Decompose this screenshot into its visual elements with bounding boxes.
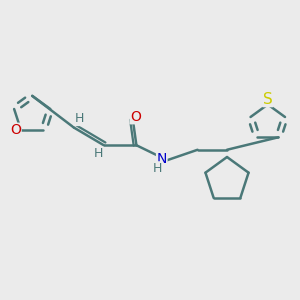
Text: H: H (74, 112, 84, 125)
Text: N: N (157, 152, 167, 166)
Text: S: S (263, 92, 273, 106)
Text: O: O (10, 123, 21, 137)
Text: O: O (130, 110, 141, 124)
Text: H: H (94, 147, 104, 160)
Text: H: H (153, 162, 162, 175)
